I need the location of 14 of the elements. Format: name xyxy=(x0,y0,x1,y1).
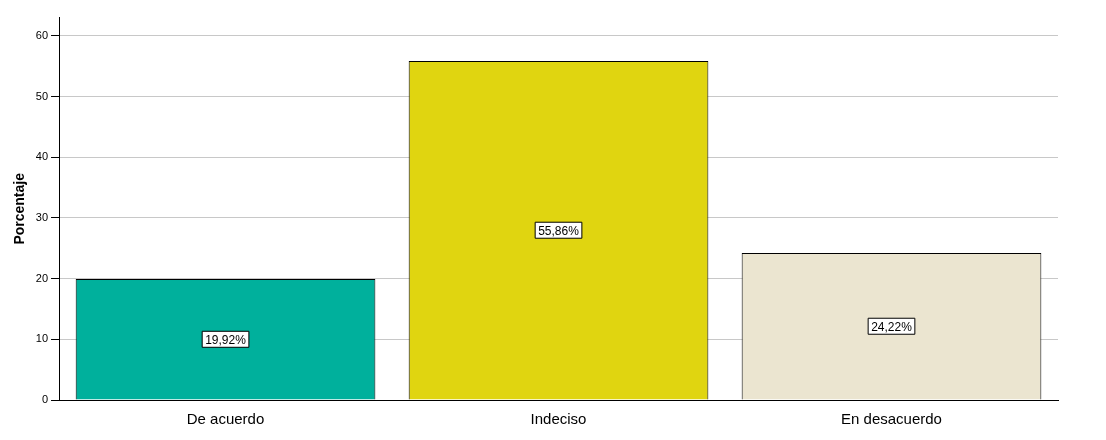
data-label: 55,86% xyxy=(538,223,580,238)
y-tick-label: 60 xyxy=(35,28,49,41)
y-tick-label: 20 xyxy=(35,271,49,284)
data-label: 24,22% xyxy=(871,319,913,334)
y-tick-label: 50 xyxy=(35,89,49,102)
x-tick-label: En desacuerdo xyxy=(841,410,942,428)
data-label: 19,92% xyxy=(205,332,247,347)
y-tick-label: 30 xyxy=(35,210,49,223)
x-tick-label: Indeciso xyxy=(530,410,587,428)
y-axis-title: Porcentaje xyxy=(11,172,28,245)
y-tick-label: 10 xyxy=(35,332,49,345)
y-tick-label: 0 xyxy=(41,393,49,406)
x-tick-label: De acuerdo xyxy=(186,410,265,428)
y-tick-label: 40 xyxy=(35,150,49,163)
